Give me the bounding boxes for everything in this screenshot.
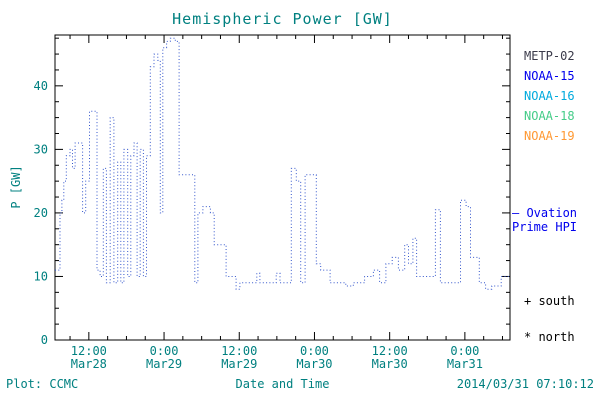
x-tick-time-label: 0:00	[300, 344, 329, 358]
satellite-legend: METP-02 NOAA-15 NOAA-16 NOAA-18 NOAA-19	[524, 46, 575, 146]
plot-title: Hemispheric Power [GW]	[172, 10, 393, 28]
plot-frame	[54, 34, 511, 341]
plot-timestamp: 2014/03/31 07:10:12	[456, 377, 594, 391]
legend-metp-02: METP-02	[524, 49, 575, 63]
hpi-step-line	[55, 37, 510, 290]
legend-ovation-line1: — Ovation	[512, 206, 578, 220]
legend-ovation-line2: Prime HPI	[512, 220, 578, 234]
x-tick-time-label: 0:00	[450, 344, 479, 358]
x-tick-time-label: 12:00	[71, 344, 107, 358]
legend-noaa-18: NOAA-18	[524, 109, 575, 123]
x-tick-date-label: Mar29	[146, 357, 182, 371]
x-tick-time-label: 12:00	[221, 344, 257, 358]
legend-south-marker: + south	[524, 294, 575, 308]
x-tick-time-label: 0:00	[150, 344, 179, 358]
x-tick-date-label: Mar28	[71, 357, 107, 371]
y-tick-label: 0	[41, 333, 48, 347]
x-axis-label: Date and Time	[235, 377, 330, 391]
x-tick-time-label: 12:00	[372, 344, 408, 358]
legend-north-marker: * north	[524, 330, 575, 344]
legend-noaa-19: NOAA-19	[524, 129, 575, 143]
x-tick-date-label: Mar30	[372, 357, 408, 371]
plot-credit: Plot: CCMC	[6, 377, 79, 391]
y-tick-label: 10	[34, 269, 48, 283]
legend-ovation-prime-hpi: — Ovation Prime HPI	[512, 206, 577, 234]
x-tick-date-label: Mar30	[296, 357, 332, 371]
y-axis-label: P [GW]	[9, 165, 23, 209]
legend-noaa-15: NOAA-15	[524, 69, 575, 83]
y-tick-label: 20	[34, 206, 48, 220]
x-tick-date-label: Mar29	[221, 357, 257, 371]
x-tick-date-label: Mar31	[447, 357, 483, 371]
y-tick-label: 40	[34, 79, 48, 93]
legend-noaa-16: NOAA-16	[524, 89, 575, 103]
y-tick-label: 30	[34, 142, 48, 156]
